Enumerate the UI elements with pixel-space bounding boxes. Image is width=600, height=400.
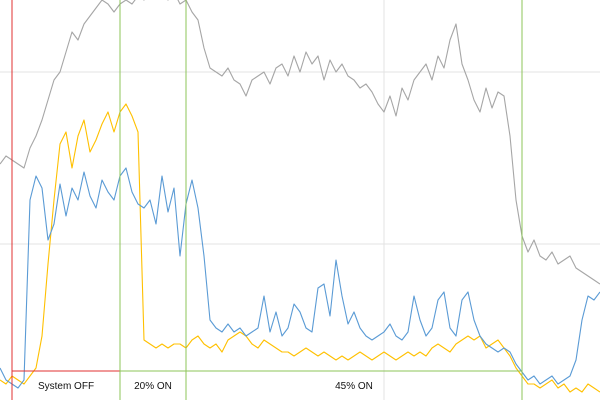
series-line-3 xyxy=(0,167,600,389)
phase-label: 45% ON xyxy=(335,381,373,392)
phase-box-1: System OFF xyxy=(11,0,121,400)
phase-label: 20% ON xyxy=(134,381,172,392)
phase-boxes: System OFF 20% ON 45% ON xyxy=(11,0,523,400)
phase-box-3: 45% ON xyxy=(185,0,523,400)
phase-box-2: 20% ON xyxy=(119,0,187,400)
series-line-2 xyxy=(0,103,600,393)
series-line-1 xyxy=(0,0,600,285)
phase-label: System OFF xyxy=(38,381,94,392)
